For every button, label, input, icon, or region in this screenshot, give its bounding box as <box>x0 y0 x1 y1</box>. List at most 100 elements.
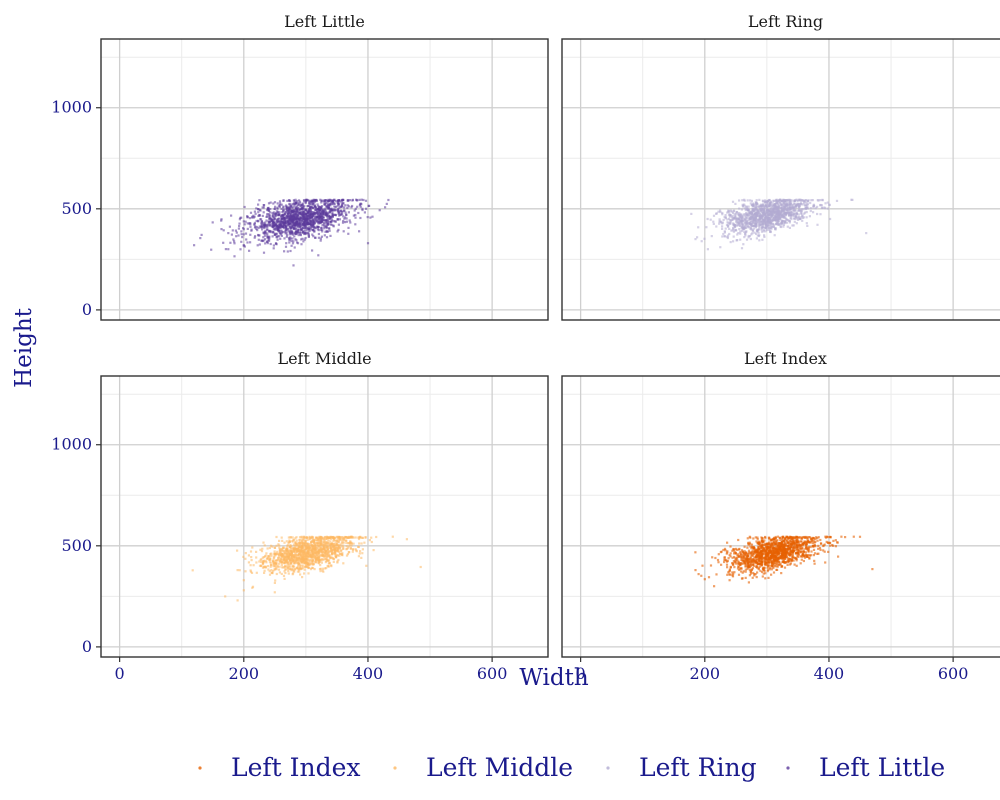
data-point <box>290 536 292 538</box>
data-point <box>339 539 341 541</box>
data-point <box>762 223 764 225</box>
data-point <box>292 569 294 571</box>
data-point <box>712 221 714 223</box>
data-point <box>329 235 331 237</box>
data-point <box>801 537 803 539</box>
data-point <box>338 224 340 226</box>
data-point <box>829 545 831 547</box>
data-point <box>275 554 277 556</box>
data-point <box>321 227 323 229</box>
data-point <box>254 211 256 213</box>
data-point <box>312 554 314 556</box>
data-point <box>806 207 808 209</box>
data-point <box>318 553 320 555</box>
data-point <box>729 222 731 224</box>
data-point <box>733 236 735 238</box>
data-point <box>806 225 808 227</box>
data-point <box>321 559 323 561</box>
data-point <box>296 231 298 233</box>
data-point <box>339 214 341 216</box>
data-point <box>357 212 359 214</box>
data-point <box>333 546 335 548</box>
data-point <box>379 209 381 211</box>
data-point <box>327 212 329 214</box>
data-point <box>239 569 241 571</box>
data-point <box>342 222 344 224</box>
data-point <box>819 539 821 541</box>
data-point <box>314 222 316 224</box>
data-point <box>320 207 322 209</box>
data-point <box>274 550 276 552</box>
data-point <box>287 250 289 252</box>
data-point <box>263 572 265 574</box>
data-point <box>774 207 776 209</box>
data-point <box>304 569 306 571</box>
data-point <box>237 599 239 601</box>
data-point <box>791 224 793 226</box>
data-point <box>287 567 289 569</box>
data-point <box>750 573 752 575</box>
data-point <box>694 238 696 240</box>
data-point <box>796 565 798 567</box>
data-point <box>329 204 331 206</box>
data-point <box>289 250 291 252</box>
data-point <box>732 219 734 221</box>
data-point <box>819 213 821 215</box>
data-point <box>354 217 356 219</box>
data-point <box>308 214 310 216</box>
data-point <box>314 237 316 239</box>
data-point <box>326 556 328 558</box>
data-point <box>354 209 356 211</box>
data-point <box>292 232 294 234</box>
data-point <box>337 229 339 231</box>
data-point <box>283 250 285 252</box>
data-point <box>720 564 722 566</box>
data-point <box>753 204 755 206</box>
data-point <box>835 545 837 547</box>
data-point <box>362 537 364 539</box>
data-point <box>244 223 246 225</box>
data-point <box>819 199 821 201</box>
data-point <box>268 238 270 240</box>
data-point <box>752 577 754 579</box>
data-point <box>192 569 194 571</box>
data-point <box>317 213 319 215</box>
data-point <box>714 557 716 559</box>
data-point <box>779 212 781 214</box>
data-point <box>732 240 734 242</box>
data-point <box>806 222 808 224</box>
data-point <box>227 232 229 234</box>
data-point <box>257 220 259 222</box>
data-point <box>339 536 341 538</box>
data-point <box>244 558 246 560</box>
data-point <box>713 215 715 217</box>
data-point <box>240 230 242 232</box>
data-point <box>306 210 308 212</box>
data-point <box>323 227 325 229</box>
data-point <box>721 212 723 214</box>
data-point <box>800 203 802 205</box>
data-point <box>300 550 302 552</box>
data-point <box>267 547 269 549</box>
data-point <box>328 547 330 549</box>
data-point <box>812 211 814 213</box>
data-point <box>233 240 235 242</box>
data-point <box>741 247 743 249</box>
data-point <box>297 229 299 231</box>
data-point <box>255 551 257 553</box>
data-point <box>243 244 245 246</box>
data-point <box>296 220 298 222</box>
data-point <box>767 218 769 220</box>
data-point <box>387 199 389 201</box>
data-point <box>749 235 751 237</box>
data-point <box>796 199 798 201</box>
data-point <box>303 572 305 574</box>
data-point <box>280 223 282 225</box>
data-point <box>266 213 268 215</box>
x-tick-label: 0 <box>115 664 125 683</box>
data-point <box>802 199 804 201</box>
data-point <box>290 550 292 552</box>
data-point <box>328 542 330 544</box>
data-point <box>291 245 293 247</box>
data-point <box>789 199 791 201</box>
